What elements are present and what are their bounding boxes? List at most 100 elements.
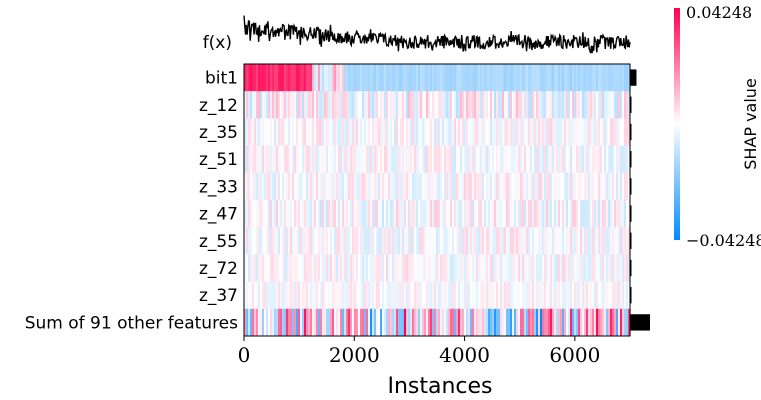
heatmap-cell [428,64,431,92]
heatmap-cell [332,308,335,337]
heatmap-cell [284,281,287,310]
heatmap-cell [572,145,575,174]
heatmap-cell [554,91,557,119]
heatmap-cell [352,172,355,201]
heatmap-cell [452,227,455,255]
heatmap-cell [518,281,521,310]
heatmap-cell [610,172,613,201]
heatmap-cell [464,281,467,310]
heatmap-cell [582,91,585,119]
heatmap-cell [560,281,563,310]
heatmap-cell [272,64,275,92]
importance-bars [630,69,650,331]
heatmap-cell [296,227,299,255]
heatmap-cell [342,145,345,174]
heatmap-cell [434,200,437,228]
heatmap-cell [442,227,445,255]
heatmap-cell [348,172,351,201]
heatmap-cell [398,281,401,310]
heatmap-cell [558,281,561,310]
heatmap-cell [362,281,365,310]
heatmap-cell [570,64,573,92]
heatmap-cell [604,200,607,228]
heatmap-cell [472,91,475,119]
heatmap-cell [258,118,261,146]
heatmap-cell [546,91,549,119]
heatmap-cell [432,254,435,282]
heatmap-cell [348,281,351,310]
heatmap-cell [372,281,375,310]
heatmap-cell [420,172,423,201]
heatmap-cell [290,145,293,174]
heatmap-cell [394,200,397,228]
heatmap-cell [338,227,341,255]
heatmap-cell [510,254,513,282]
heatmap-cell [458,64,461,92]
heatmap-cell [516,227,519,255]
heatmap-cell [280,118,283,146]
heatmap-cell [430,91,433,119]
heatmap-cell [340,172,343,201]
heatmap-cell [418,91,421,119]
heatmap-cell [592,308,595,337]
heatmap-cell [286,227,289,255]
heatmap-cell [536,281,539,310]
heatmap-cell [484,308,487,337]
heatmap-cell [416,172,419,201]
heatmap-cell [516,64,519,92]
heatmap-cell [482,200,485,228]
heatmap-cell [504,91,507,119]
importance-bar [630,69,637,86]
heatmap-cell [392,254,395,282]
heatmap-cell [288,200,291,228]
heatmap-cell [286,91,289,119]
heatmap-cell [254,281,257,310]
heatmap-cell [366,172,369,201]
heatmap-cell [310,308,313,337]
heatmap-cell [376,227,379,255]
heatmap-cell [370,308,373,337]
heatmap-cell [522,308,525,337]
heatmap-cell [460,200,463,228]
heatmap-cell [488,200,491,228]
heatmap-cell [424,91,427,119]
heatmap-cell [536,118,539,146]
heatmap-cell [316,281,319,310]
heatmap-cell [440,308,443,337]
heatmap-cell [518,200,521,228]
feature-label: z_47 [199,205,238,225]
heatmap-cell [372,145,375,174]
heatmap-cell [350,227,353,255]
heatmap-cell [338,91,341,119]
heatmap-cell [382,308,385,337]
heatmap-cell [556,308,559,337]
heatmap-cell [596,254,599,282]
heatmap-cell [436,227,439,255]
heatmap-cell [276,308,279,337]
heatmap-cell [618,91,621,119]
heatmap-cell [314,118,317,146]
heatmap-cell [350,200,353,228]
heatmap-cell [538,172,541,201]
heatmap-cell [600,64,603,92]
heatmap-cell [622,200,625,228]
heatmap-cell [258,145,261,174]
heatmap-cell [248,200,251,228]
heatmap-cell [268,118,271,146]
heatmap-cell [346,145,349,174]
heatmap-cell [376,64,379,92]
heatmap-cell [604,281,607,310]
heatmap-cell [340,64,343,92]
heatmap-cell [434,118,437,146]
heatmap-cell [430,118,433,146]
heatmap-cell [420,64,423,92]
heatmap-cell [352,227,355,255]
heatmap-cell [490,254,493,282]
heatmap-cell [340,227,343,255]
heatmap-cell [396,281,399,310]
heatmap-cell [330,254,333,282]
heatmap-cell [592,281,595,310]
heatmap-cell [260,145,263,174]
heatmap-cell [458,172,461,201]
heatmap-cell [492,200,495,228]
